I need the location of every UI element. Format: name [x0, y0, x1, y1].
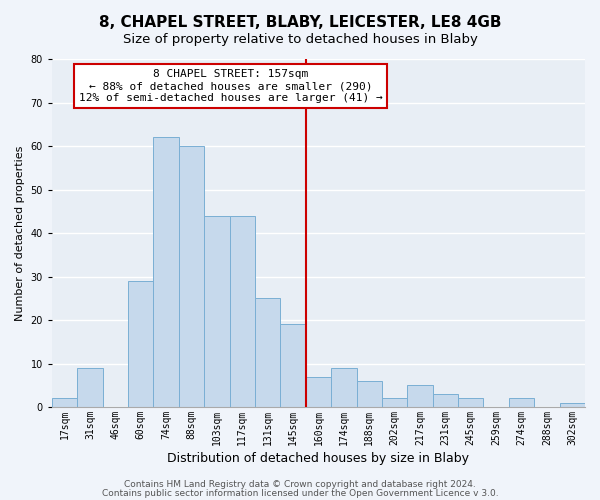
Bar — [509, 398, 534, 407]
Text: Contains public sector information licensed under the Open Government Licence v : Contains public sector information licen… — [101, 488, 499, 498]
Bar — [560, 402, 585, 407]
Text: Size of property relative to detached houses in Blaby: Size of property relative to detached ho… — [122, 32, 478, 46]
Text: 8, CHAPEL STREET, BLABY, LEICESTER, LE8 4GB: 8, CHAPEL STREET, BLABY, LEICESTER, LE8 … — [99, 15, 501, 30]
X-axis label: Distribution of detached houses by size in Blaby: Distribution of detached houses by size … — [167, 452, 469, 465]
Bar — [356, 381, 382, 407]
Bar — [407, 386, 433, 407]
Text: 8 CHAPEL STREET: 157sqm
← 88% of detached houses are smaller (290)
12% of semi-d: 8 CHAPEL STREET: 157sqm ← 88% of detache… — [79, 70, 382, 102]
Bar — [433, 394, 458, 407]
Bar — [382, 398, 407, 407]
Bar — [280, 324, 306, 407]
Bar — [52, 398, 77, 407]
Bar — [230, 216, 255, 407]
Bar — [154, 138, 179, 407]
Bar — [204, 216, 230, 407]
Bar — [179, 146, 204, 407]
Bar — [306, 376, 331, 407]
Y-axis label: Number of detached properties: Number of detached properties — [15, 146, 25, 320]
Bar — [331, 368, 356, 407]
Bar — [255, 298, 280, 407]
Text: Contains HM Land Registry data © Crown copyright and database right 2024.: Contains HM Land Registry data © Crown c… — [124, 480, 476, 489]
Bar — [458, 398, 484, 407]
Bar — [77, 368, 103, 407]
Bar — [128, 281, 154, 407]
